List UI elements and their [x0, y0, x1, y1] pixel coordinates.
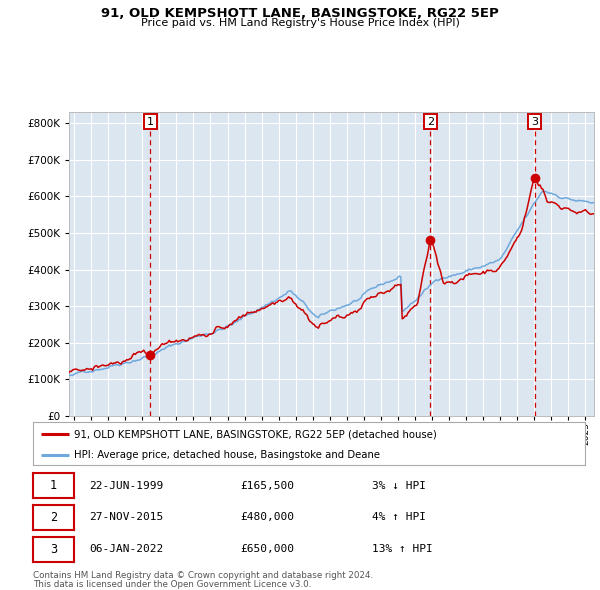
Text: £650,000: £650,000	[240, 545, 294, 554]
Text: 2: 2	[50, 511, 57, 524]
Text: 3: 3	[531, 117, 538, 127]
Text: Contains HM Land Registry data © Crown copyright and database right 2024.: Contains HM Land Registry data © Crown c…	[33, 571, 373, 581]
Text: 13% ↑ HPI: 13% ↑ HPI	[372, 545, 433, 554]
Text: HPI: Average price, detached house, Basingstoke and Deane: HPI: Average price, detached house, Basi…	[74, 450, 380, 460]
Text: 1: 1	[147, 117, 154, 127]
Text: 27-NOV-2015: 27-NOV-2015	[89, 513, 163, 522]
Text: 3: 3	[50, 543, 57, 556]
Text: £165,500: £165,500	[240, 481, 294, 490]
Text: This data is licensed under the Open Government Licence v3.0.: This data is licensed under the Open Gov…	[33, 579, 311, 589]
Text: 22-JUN-1999: 22-JUN-1999	[89, 481, 163, 490]
Text: 2: 2	[427, 117, 434, 127]
Text: 91, OLD KEMPSHOTT LANE, BASINGSTOKE, RG22 5EP (detached house): 91, OLD KEMPSHOTT LANE, BASINGSTOKE, RG2…	[74, 430, 437, 440]
Text: Price paid vs. HM Land Registry's House Price Index (HPI): Price paid vs. HM Land Registry's House …	[140, 18, 460, 28]
Text: 91, OLD KEMPSHOTT LANE, BASINGSTOKE, RG22 5EP: 91, OLD KEMPSHOTT LANE, BASINGSTOKE, RG2…	[101, 7, 499, 20]
Text: £480,000: £480,000	[240, 513, 294, 522]
Text: 06-JAN-2022: 06-JAN-2022	[89, 545, 163, 554]
Text: 1: 1	[50, 479, 57, 492]
Text: 4% ↑ HPI: 4% ↑ HPI	[372, 513, 426, 522]
Text: 3% ↓ HPI: 3% ↓ HPI	[372, 481, 426, 490]
